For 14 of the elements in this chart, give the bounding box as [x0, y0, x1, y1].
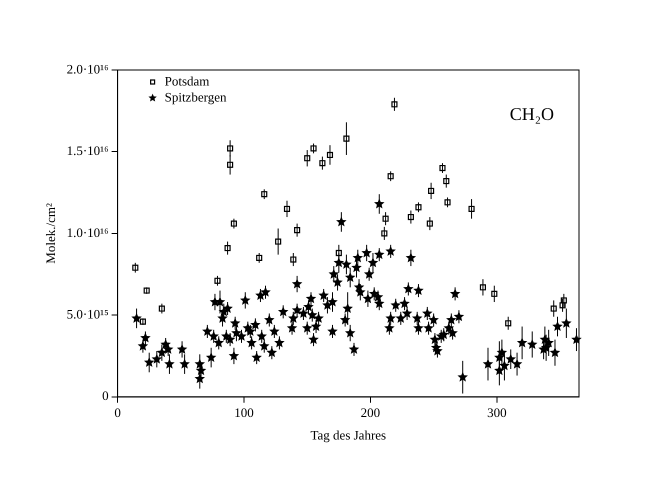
annotation: CH₂O — [510, 104, 554, 124]
y-tick-label: 1.0·10¹⁶ — [66, 224, 109, 240]
x-tick-label: 100 — [234, 405, 254, 420]
y-axis-title: Molek./cm² — [43, 203, 58, 264]
y-tick-label: 5.0·10¹⁵ — [66, 306, 109, 322]
x-tick-label: 300 — [487, 405, 507, 420]
y-tick-label: 1.5·10¹⁶ — [66, 143, 109, 158]
y-tick-label: 0 — [102, 388, 109, 404]
legend-label: Potsdam — [164, 73, 210, 88]
x-tick-label: 0 — [114, 405, 121, 420]
x-axis-title: Tag des Jahres — [310, 428, 386, 443]
y-tick-label: 2.0·10¹⁶ — [66, 61, 109, 76]
legend-label: Spitzbergen — [164, 89, 227, 104]
x-tick-label: 200 — [360, 405, 380, 420]
